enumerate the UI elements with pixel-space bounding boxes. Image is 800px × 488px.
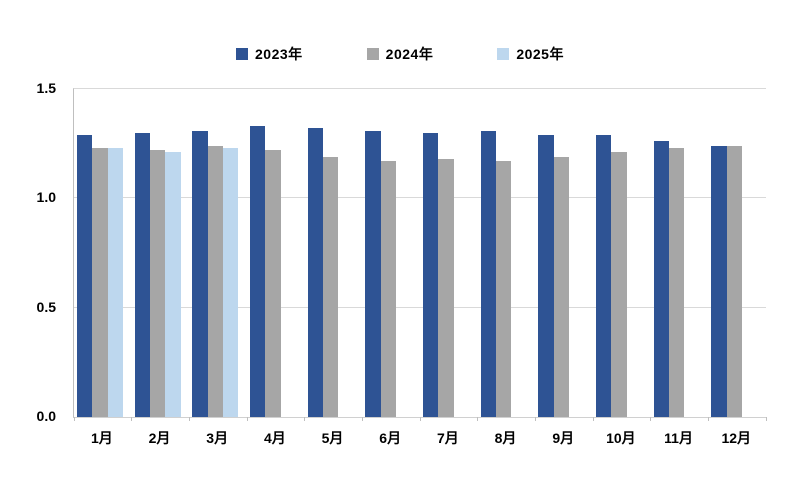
- x-axis-labels: 1月 2月 3月 4月 5月 6月 7月 8月 9月 10月 11月 12月: [73, 428, 765, 448]
- x-axis-label-3: 3月: [206, 430, 229, 446]
- x-axis-tick: [419, 417, 421, 421]
- bar-s1-m1: [92, 148, 108, 417]
- x-axis-tick: [765, 417, 767, 421]
- bar-s0-m2: [134, 132, 151, 417]
- bar-group-7: [420, 89, 478, 417]
- bar-s0-m11: [653, 141, 669, 417]
- bar-s0-m6: [365, 130, 381, 417]
- bar-group-9: [535, 89, 593, 417]
- x-axis-label-5: 5月: [321, 430, 344, 446]
- x-axis-tick: [592, 417, 594, 421]
- gridline-1.0: [74, 197, 766, 199]
- bar-s0-m5: [307, 128, 324, 417]
- bar-s1-m11: [668, 148, 685, 417]
- legend-label: 2023年: [255, 46, 303, 62]
- x-axis-label-10: 10月: [606, 430, 636, 446]
- bar-group-11: [651, 89, 709, 417]
- legend-item-2: 2025年: [497, 44, 564, 64]
- x-axis-label-2: 2月: [148, 430, 171, 446]
- x-axis-tick: [246, 417, 248, 421]
- bar-s0-m1: [77, 134, 93, 417]
- x-axis-label-12: 12月: [721, 430, 752, 446]
- bar-s2-m3: [223, 148, 239, 417]
- bar-s1-m10: [611, 152, 627, 417]
- gridline-0.5: [74, 306, 766, 308]
- bar-group-10: [593, 89, 651, 417]
- y-axis-label-0.5: 0.5: [36, 298, 56, 315]
- legend-label: 2025年: [516, 46, 564, 62]
- bar-s0-m9: [538, 134, 554, 417]
- x-axis-tick: [534, 417, 536, 421]
- x-axis-label-9: 9月: [552, 430, 575, 446]
- x-axis-tick: [304, 417, 306, 421]
- bar-groups: [74, 89, 766, 417]
- x-axis-label-11: 11月: [664, 430, 693, 446]
- bar-s1-m6: [380, 161, 397, 417]
- y-axis-label-1.0: 1.0: [36, 189, 56, 206]
- bar-group-6: [362, 89, 420, 417]
- legend-label: 2024年: [385, 46, 434, 62]
- bar-group-3: [189, 89, 247, 417]
- x-axis-tick: [188, 417, 190, 421]
- bar-s1-m4: [265, 150, 281, 417]
- legend-swatch-icon: [366, 48, 379, 60]
- bar-s1-m3: [207, 145, 224, 417]
- bar-group-12: [708, 89, 766, 417]
- bar-s0-m3: [192, 130, 208, 417]
- legend-item-1: 2024年: [366, 44, 434, 64]
- bar-group-5: [305, 89, 363, 417]
- legend-item-0: 2023年: [236, 44, 303, 64]
- x-axis-label-7: 7月: [436, 430, 459, 446]
- bar-s0-m10: [595, 134, 612, 417]
- bar-s0-m12: [711, 145, 727, 417]
- legend-swatch-icon: [236, 48, 249, 60]
- x-axis-label-6: 6月: [379, 430, 402, 446]
- bar-s0-m7: [422, 132, 439, 417]
- bar-s1-m9: [553, 156, 570, 417]
- bar-s0-m4: [249, 126, 266, 417]
- x-axis-tick: [131, 417, 133, 421]
- bar-s1-m12: [726, 145, 742, 417]
- x-axis-tick: [707, 417, 709, 421]
- bar-s1-m8: [495, 161, 512, 417]
- y-axis-label-0.0: 0.0: [36, 408, 56, 424]
- bar-s2-m2: [165, 152, 181, 417]
- bar-s1-m5: [323, 156, 339, 417]
- bar-group-4: [247, 89, 305, 417]
- x-axis-tick: [73, 417, 75, 421]
- x-axis-label-1: 1月: [90, 430, 113, 446]
- bar-s1-m2: [150, 150, 166, 417]
- x-axis-label-8: 8月: [494, 430, 517, 446]
- bar-s1-m7: [438, 158, 454, 417]
- plot-area: [73, 88, 767, 421]
- y-axis-label-1.5: 1.5: [36, 80, 56, 96]
- legend-swatch-icon: [497, 48, 510, 60]
- bar-group-2: [132, 89, 190, 417]
- bar-s0-m8: [480, 130, 496, 417]
- x-axis-label-4: 4月: [263, 430, 286, 446]
- bar-group-8: [478, 89, 536, 417]
- bar-s2-m1: [107, 148, 124, 417]
- x-axis-tick: [361, 417, 363, 421]
- legend: 2023年 2024年 2025年: [0, 44, 800, 64]
- x-axis-tick: [477, 417, 479, 421]
- x-axis-tick: [650, 417, 652, 421]
- bar-group-1: [74, 89, 132, 417]
